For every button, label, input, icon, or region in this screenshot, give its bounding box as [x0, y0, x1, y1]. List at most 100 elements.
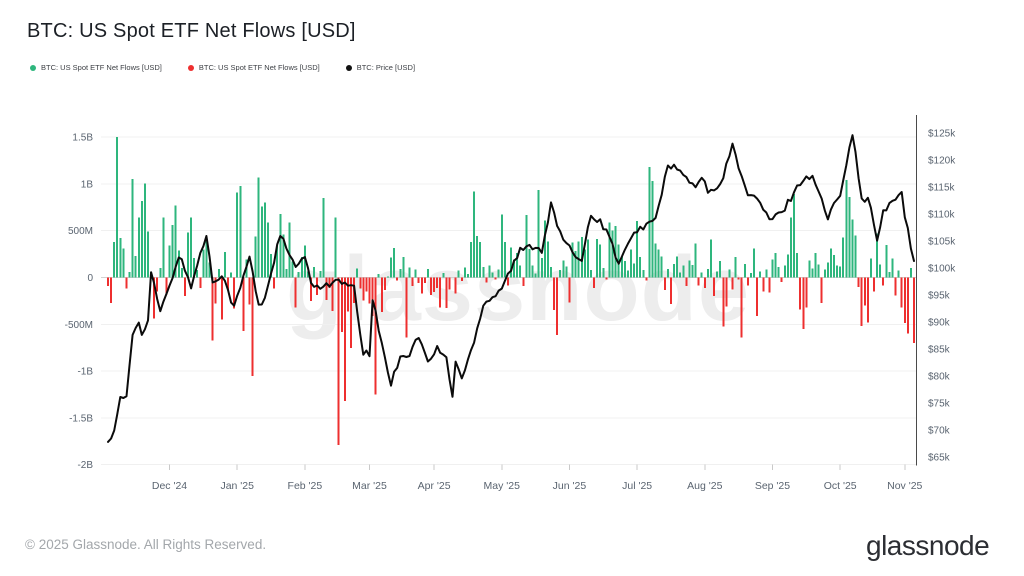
inflow-bar — [562, 260, 565, 278]
inflow-bar — [513, 259, 516, 278]
inflow-bar — [223, 252, 226, 278]
outflow-bar — [165, 277, 168, 295]
inflow-bar — [500, 214, 503, 278]
copyright-text: © 2025 Glassnode. All Rights Reserved. — [25, 537, 267, 552]
inflow-bar — [851, 219, 854, 278]
inflow-bar — [833, 255, 836, 278]
month-tick-label: Mar '25 — [352, 480, 387, 492]
legend-item-btc-price[interactable]: BTC: Price [USD] — [345, 63, 415, 72]
inflow-bar — [279, 213, 282, 278]
inflow-bar — [476, 236, 479, 278]
outflow-bar — [417, 277, 420, 284]
outflow-bar — [350, 277, 353, 349]
inflow-bar — [891, 258, 894, 278]
outflow-bar — [725, 277, 728, 307]
outflow-bar — [368, 277, 371, 304]
glassnode-logo[interactable]: glassnode — [866, 530, 990, 561]
outflow-bar — [820, 277, 823, 303]
inflow-bar — [688, 260, 691, 278]
inflow-bar — [519, 265, 522, 278]
legend-item-etf-inflows[interactable]: BTC: US Spot ETF Net Flows [USD] — [30, 63, 162, 72]
inflow-bar — [402, 256, 405, 278]
outflow-bar — [780, 277, 783, 282]
outflow-bar — [211, 277, 214, 341]
inflow-bar — [574, 250, 577, 278]
inflow-bar — [137, 217, 140, 278]
inflow-bar — [842, 237, 845, 278]
price-axis-tick-label: $75k — [928, 399, 951, 410]
inflow-bar — [473, 191, 476, 278]
price-axis-tick-label: $65k — [928, 453, 951, 464]
inflow-bar — [651, 181, 654, 278]
outflow-bar — [553, 277, 556, 310]
inflow-bar — [143, 183, 146, 278]
inflow-bar — [288, 222, 291, 278]
outflow-bar — [568, 277, 571, 303]
outflow-bar — [214, 277, 217, 304]
inflow-bar — [390, 257, 393, 278]
inflow-bar — [270, 254, 273, 278]
inflow-bar — [709, 239, 712, 278]
inflow-bar — [829, 248, 832, 278]
inflow-bar — [636, 221, 639, 278]
inflow-bar — [679, 272, 682, 278]
inflow-bar — [617, 244, 620, 278]
inflow-bar — [614, 226, 617, 278]
inflow-bar — [633, 263, 636, 278]
outflow-bar — [799, 277, 802, 310]
inflow-bar — [771, 259, 774, 278]
inflow-bar — [583, 249, 586, 278]
inflow-bar — [463, 267, 466, 278]
outflow-bar — [226, 277, 229, 291]
outflow-bar — [251, 277, 254, 376]
inflow-bar — [190, 217, 193, 278]
outflow-bar — [454, 277, 457, 294]
outflow-bar — [900, 277, 903, 308]
inflow-bar — [549, 267, 552, 278]
price-axis-tick-label: $105k — [928, 237, 956, 248]
outflow-bar — [183, 277, 186, 297]
inflow-bar — [571, 242, 574, 278]
inflow-bar — [479, 241, 482, 278]
outflow-bar — [882, 277, 885, 286]
outflow-bar — [805, 277, 808, 308]
month-tick-label: Nov '25 — [887, 480, 922, 492]
inflow-bar — [611, 230, 614, 278]
legend-item-etf-outflows[interactable]: BTC: US Spot ETF Net Flows [USD] — [187, 63, 320, 72]
outflow-bar — [863, 277, 866, 306]
inflow-bar — [620, 256, 623, 278]
inflow-bar — [836, 265, 839, 278]
price-axis-tick-label: $95k — [928, 291, 951, 302]
outflow-bar — [340, 277, 343, 332]
btc-price-line — [107, 134, 915, 443]
inflow-bar — [186, 232, 189, 278]
inflow-bar — [876, 233, 879, 278]
outflow-bar — [448, 277, 451, 290]
inflow-bar — [599, 244, 602, 278]
inflow-bar — [168, 245, 171, 278]
inflow-bar — [399, 269, 402, 278]
inflow-bar — [811, 268, 814, 278]
outflow-swatch-icon — [187, 64, 194, 71]
inflow-bar — [786, 254, 789, 278]
inflow-bar — [589, 269, 592, 278]
inflow-bar — [673, 264, 676, 278]
inflow-bar — [885, 245, 888, 278]
outflow-bar — [703, 277, 706, 288]
price-axis-tick-label: $100k — [928, 264, 956, 275]
inflow-bar — [743, 264, 746, 278]
inflow-bar — [193, 257, 196, 278]
outflow-bar — [906, 277, 909, 334]
inflow-bar — [823, 269, 826, 278]
outflow-bar — [405, 277, 408, 338]
outflow-bar — [894, 277, 897, 296]
inflow-bar — [291, 261, 294, 278]
outflow-bar — [746, 277, 749, 286]
inflow-bar — [676, 256, 679, 278]
month-tick-label: Aug '25 — [687, 480, 722, 492]
inflow-bar — [488, 265, 491, 278]
outflow-bar — [156, 277, 159, 292]
outflow-bar — [110, 277, 113, 303]
outflow-bar — [380, 277, 383, 313]
